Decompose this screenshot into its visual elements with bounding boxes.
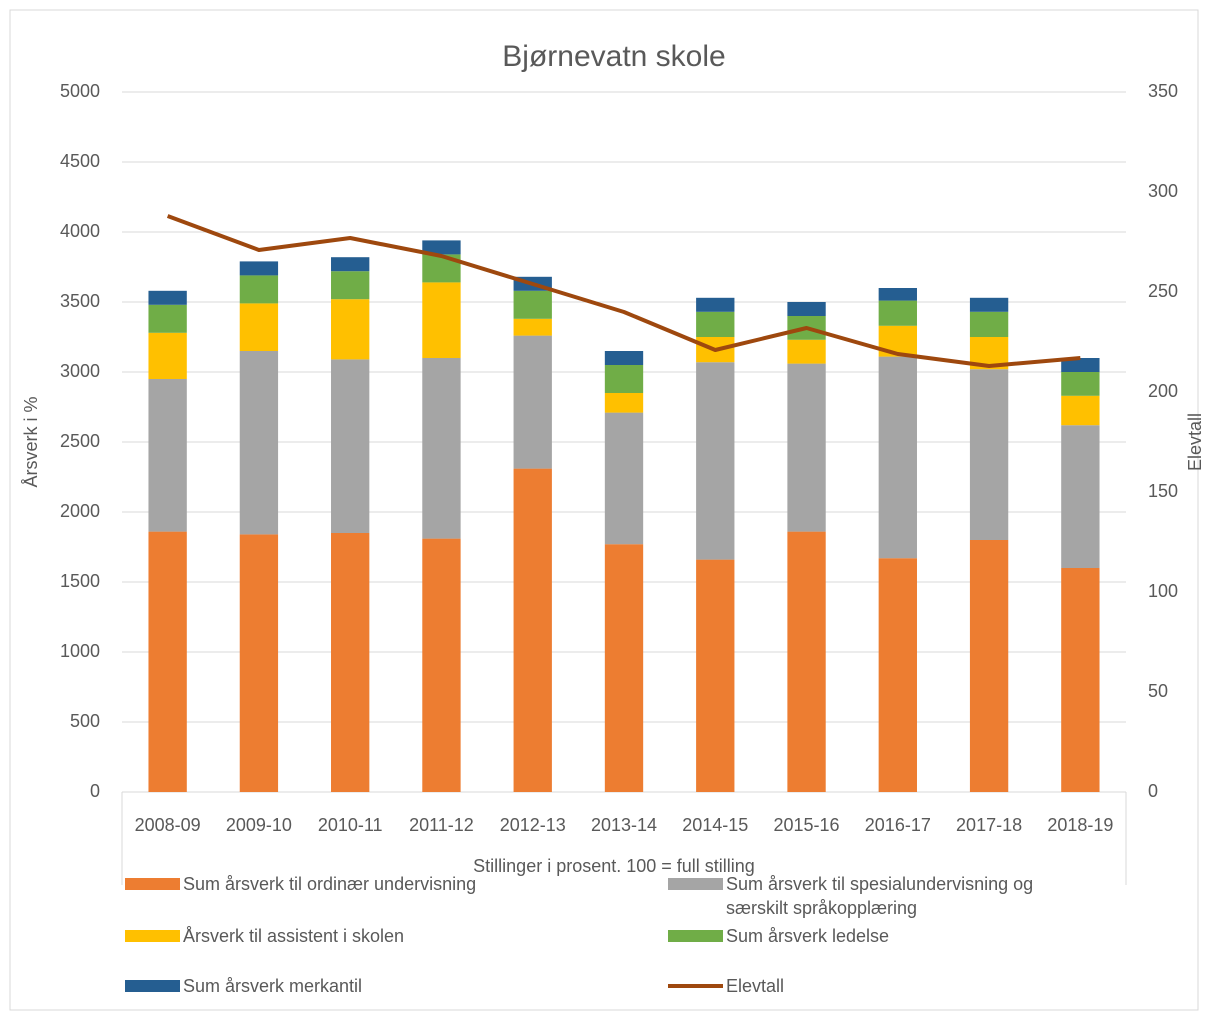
y-tick-label: 1500: [60, 571, 100, 591]
bar-segment: [604, 365, 644, 393]
y-tick-label: 4500: [60, 151, 100, 171]
bar-segment: [331, 299, 370, 360]
bar-segment: [148, 304, 187, 333]
y2-axis-title: Elevtall: [1185, 413, 1205, 471]
x-tick-label: 2016-17: [865, 815, 931, 835]
x-tick-label: 2011-12: [409, 815, 474, 835]
y2-tick-label: 350: [1148, 81, 1178, 101]
bar-segment: [696, 362, 735, 560]
bar-segment: [148, 379, 187, 532]
bar-segment: [787, 363, 826, 532]
bar-segment: [969, 540, 1009, 792]
legend-label: Sum årsverk til spesialundervisning og s…: [726, 874, 1034, 918]
bar-segment: [239, 351, 279, 535]
bar-segment: [604, 351, 644, 365]
y2-tick-label: 250: [1148, 281, 1178, 301]
legend-label: Årsverk til assistent i skolen: [183, 926, 405, 946]
y-tick-label: 0: [90, 781, 100, 801]
bar-segment: [239, 261, 279, 276]
legend-key: [125, 980, 180, 992]
x-tick-label: 2009-10: [226, 815, 292, 835]
bar-segment: [696, 297, 735, 312]
bar-segment: [969, 369, 1009, 540]
bar-segment: [239, 303, 279, 351]
x-axis-title: Stillinger i prosent. 100 = full stillin…: [473, 856, 755, 876]
y-tick-label: 500: [70, 711, 100, 731]
legend-key: [668, 930, 723, 942]
y2-tick-label: 0: [1148, 781, 1158, 801]
bar-segment: [422, 538, 461, 792]
bar-segment: [604, 544, 644, 792]
bar-segment: [422, 240, 461, 255]
x-tick-label: 2013-14: [591, 815, 657, 835]
bar-segment: [148, 290, 187, 305]
bar-segment: [787, 302, 826, 316]
y2-tick-label: 200: [1148, 381, 1178, 401]
y-tick-label: 2500: [60, 431, 100, 451]
y-tick-label: 2000: [60, 501, 100, 521]
y-axis-title: Årsverk i %: [21, 396, 41, 487]
bar-segment: [1061, 372, 1100, 396]
y-tick-label: 4000: [60, 221, 100, 241]
x-tick-label: 2017-18: [956, 815, 1022, 835]
bar-segment: [1061, 358, 1100, 372]
bar-segment: [331, 257, 370, 272]
x-tick-label: 2010-11: [318, 815, 383, 835]
x-tick-label: 2008-09: [135, 815, 201, 835]
bar-segment: [513, 468, 552, 792]
bar-segment: [969, 297, 1009, 312]
legend-label: Sum årsverk ledelse: [726, 926, 890, 946]
bar-segment: [696, 311, 735, 337]
bar-segment: [604, 412, 644, 545]
bar-segment: [239, 534, 279, 792]
bar-segment: [878, 300, 917, 326]
bar-segment: [513, 335, 552, 469]
y2-tick-label: 100: [1148, 581, 1178, 601]
legend-label: Sum årsverk merkantil: [183, 976, 363, 996]
bar-segment: [422, 358, 461, 539]
line-series: [166, 214, 1081, 368]
y2-tick-label: 150: [1148, 481, 1178, 501]
bar-segment: [331, 271, 370, 300]
x-tick-label: 2018-19: [1047, 815, 1113, 835]
bar-segment: [878, 356, 917, 559]
x-tick-label: 2014-15: [682, 815, 748, 835]
legend-key: [125, 930, 180, 942]
bar-segment: [1061, 395, 1100, 426]
bar-segment: [331, 533, 370, 792]
bar-segment: [969, 311, 1009, 337]
bar-segment: [787, 339, 826, 364]
bar-segment: [513, 290, 552, 319]
bar-segment: [148, 332, 187, 379]
bar-segment: [878, 558, 917, 792]
x-tick-label: 2012-13: [500, 815, 566, 835]
bar-segment: [239, 275, 279, 304]
bar-segment: [1061, 568, 1100, 792]
bar-segment: [1061, 425, 1100, 568]
y2-tick-label: 50: [1148, 681, 1168, 701]
bar-segment: [787, 531, 826, 792]
y-tick-label: 1000: [60, 641, 100, 661]
legend-key: [125, 878, 180, 890]
legend-label: Elevtall: [726, 976, 785, 996]
bar-segment: [513, 318, 552, 336]
y-tick-label: 3000: [60, 361, 100, 381]
bar-segment: [604, 393, 644, 413]
bar-segment: [331, 359, 370, 533]
y2-tick-label: 300: [1148, 181, 1178, 201]
bar-segment: [422, 282, 461, 358]
chart-title: Bjørnevatn skole: [502, 40, 725, 73]
bar-segment: [878, 288, 917, 301]
chart-frame: [9, 9, 1199, 1011]
legend-label: Sum årsverk til ordinær undervisning: [183, 874, 477, 894]
legend-key: [668, 878, 723, 890]
bar-segment: [696, 559, 735, 792]
bar-segment: [148, 531, 187, 792]
x-tick-label: 2015-16: [774, 815, 840, 835]
y-tick-label: 5000: [60, 81, 100, 101]
y-tick-label: 3500: [60, 291, 100, 311]
